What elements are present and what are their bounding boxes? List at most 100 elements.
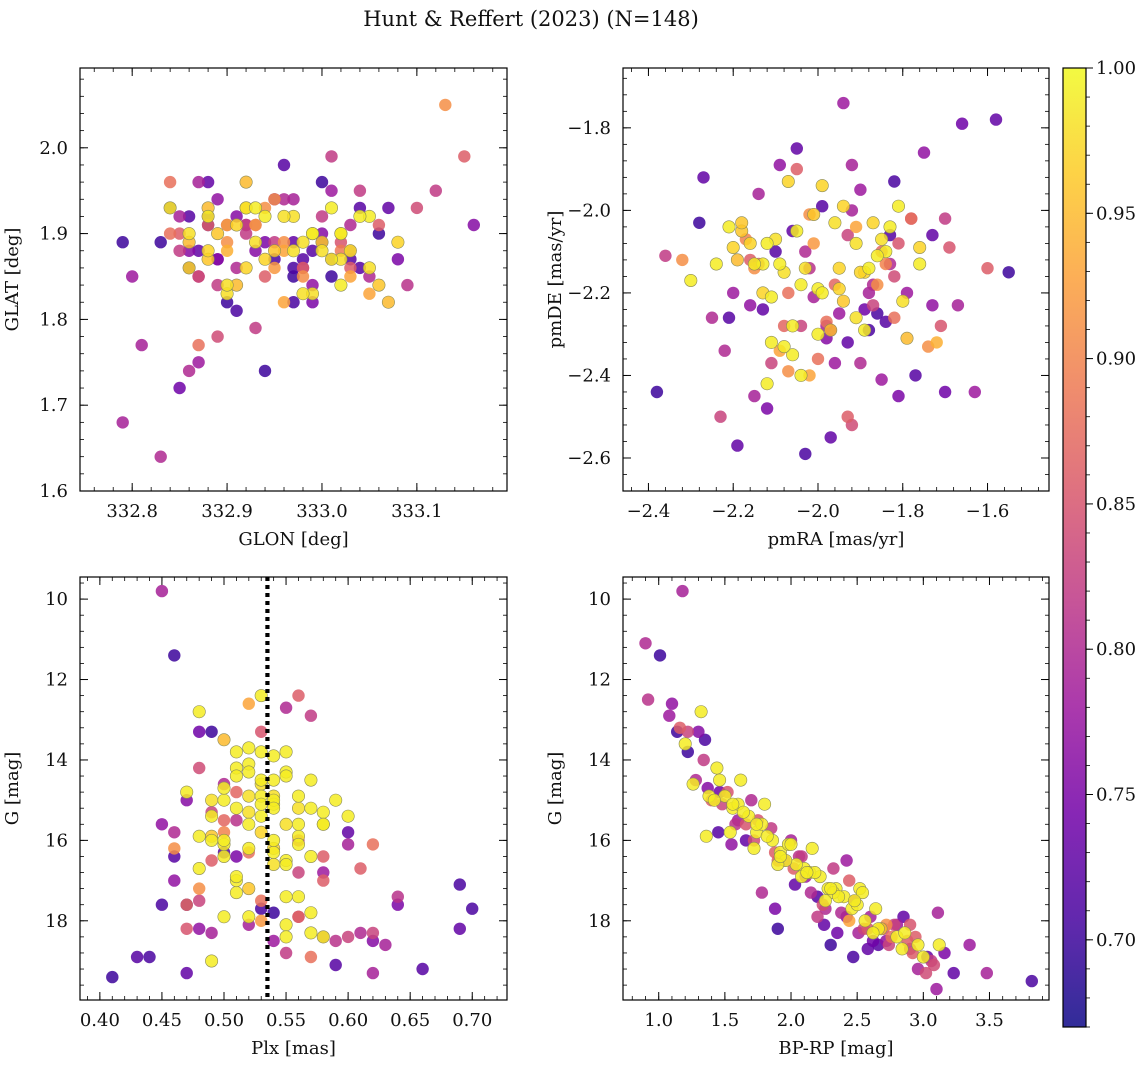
data-point: [372, 227, 386, 240]
data-point: [173, 381, 186, 395]
data-point: [192, 270, 205, 283]
data-point: [163, 227, 177, 240]
data-point: [743, 236, 757, 250]
data-point: [747, 841, 761, 855]
data-point: [220, 278, 234, 292]
data-point: [334, 227, 348, 241]
colorbar-scale: [1062, 67, 1087, 1028]
data-point: [758, 797, 772, 811]
data-point: [930, 336, 943, 349]
data-point: [353, 184, 367, 197]
data-point: [220, 244, 234, 257]
data-point: [291, 817, 305, 831]
data-point: [362, 261, 376, 275]
data-point: [755, 886, 769, 899]
data-point: [816, 200, 829, 213]
data-point: [782, 286, 795, 300]
data-point: [837, 96, 850, 110]
data-point: [255, 725, 268, 738]
data-point: [866, 299, 880, 312]
data-point: [268, 193, 281, 206]
data-point: [836, 294, 850, 308]
data-point: [242, 882, 256, 896]
data-point: [217, 733, 231, 747]
data-point: [824, 882, 838, 896]
data-point: [769, 245, 782, 258]
data-point: [429, 184, 442, 197]
data-point: [304, 906, 318, 920]
data-point: [329, 958, 342, 972]
data-point: [678, 737, 692, 751]
axes-frame: [622, 67, 1050, 492]
data-point: [841, 410, 854, 423]
points-group: [639, 584, 1039, 996]
data-point: [217, 910, 231, 924]
data-point: [182, 364, 196, 378]
data-point: [205, 833, 219, 847]
data-point: [725, 838, 738, 851]
data-point: [847, 894, 861, 908]
data-point: [870, 249, 884, 263]
data-point: [926, 228, 939, 242]
data-point: [735, 216, 749, 230]
scatter-panel-2: −2.4 −2.2 −2.0 −1.8 −1.6 −2.6 −2.4 −2.2 −2.0 −1.8…: [545, 67, 1050, 550]
data-point: [879, 257, 892, 271]
data-point: [154, 236, 167, 249]
data-point: [900, 331, 914, 345]
data-point: [205, 954, 219, 968]
data-point: [927, 958, 941, 972]
data-point: [180, 966, 193, 980]
data-point: [344, 261, 357, 275]
y-axis-label: GLAT [deg]: [2, 228, 23, 332]
data-point: [267, 906, 280, 919]
data-point: [938, 385, 952, 399]
data-point: [277, 209, 291, 223]
data-point: [968, 385, 981, 399]
data-point: [790, 162, 803, 176]
data-point: [304, 709, 318, 722]
data-point: [229, 886, 243, 900]
data-point: [180, 922, 193, 935]
data-point: [192, 356, 205, 369]
data-point: [192, 338, 205, 352]
data-point: [116, 236, 129, 249]
data-point: [731, 439, 744, 452]
data-point: [697, 171, 710, 184]
x-tick-label: 333.0: [296, 501, 348, 522]
data-point: [324, 201, 338, 215]
x-tick-label: −2.0: [796, 501, 840, 522]
colorbar-tick-label: 0.70: [1096, 930, 1136, 951]
data-point: [217, 781, 231, 795]
points-group: [116, 98, 480, 463]
data-point: [786, 348, 800, 362]
data-point: [304, 801, 318, 815]
y-tick-label: −2.4: [567, 365, 611, 386]
data-point: [799, 245, 812, 258]
data-point: [866, 926, 880, 940]
data-point: [416, 962, 429, 976]
data-point: [296, 253, 310, 266]
y-tick-label: 14: [588, 750, 611, 771]
data-point: [381, 295, 395, 309]
data-point: [466, 902, 479, 915]
data-point: [750, 817, 764, 831]
data-point: [211, 193, 224, 206]
data-point: [815, 286, 829, 300]
data-point: [193, 761, 206, 775]
data-point: [718, 344, 731, 357]
data-point: [843, 914, 856, 927]
data-point: [467, 218, 480, 232]
data-point: [163, 201, 177, 215]
data-point: [291, 801, 305, 815]
data-point: [663, 709, 676, 722]
x-tick-label: −1.6: [966, 501, 1010, 522]
data-point: [653, 649, 667, 662]
data-point: [258, 252, 272, 266]
data-point: [891, 199, 905, 213]
data-point: [192, 175, 205, 189]
axes-frame: [622, 576, 1050, 1001]
data-point: [182, 227, 196, 241]
data-point: [453, 922, 466, 935]
data-point: [249, 201, 263, 215]
data-point: [831, 926, 844, 940]
